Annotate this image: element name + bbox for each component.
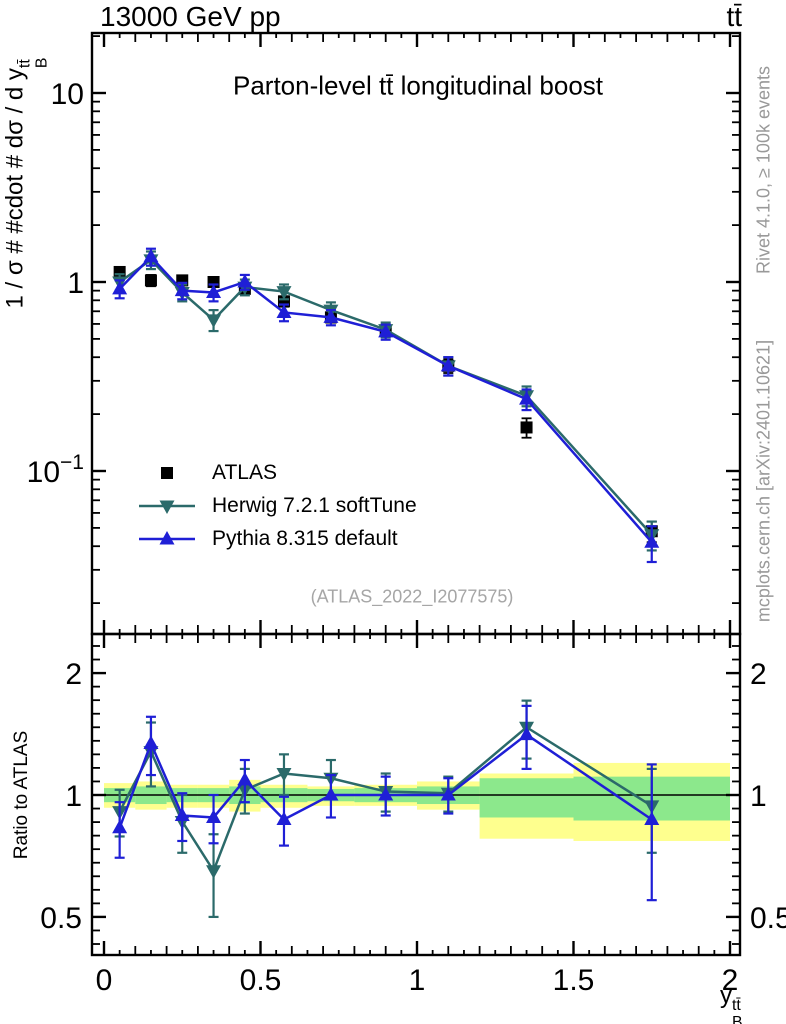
triangle-up-marker [174, 282, 190, 297]
x-tick-label: 0.5 [240, 964, 282, 997]
y-axis-label-sup: tt̄ [16, 59, 34, 69]
legend-symbol [139, 500, 195, 514]
legend-label-herwig: Herwig 7.2.1 softTune [212, 493, 417, 517]
x-tick-label: 1 [409, 964, 426, 997]
triangle-up-marker [143, 248, 159, 263]
mcplots-credit-label: mcplots.cern.ch [arXiv:2401.10621] [753, 339, 774, 623]
series-pythia-8-315-default-main [112, 247, 660, 564]
beam-energy-label: 13000 GeV pp [100, 1, 281, 32]
triangle-down-marker [206, 314, 222, 328]
triangle-up-marker [206, 284, 222, 298]
triangle-up-marker [112, 819, 128, 834]
x-tick-label: 2 [722, 964, 739, 997]
analysis-id-watermark: (ATLAS_2022_I2077575) [310, 586, 514, 607]
x-axis-label-sup: tt̄ [732, 997, 741, 1015]
triangle-up-marker [174, 807, 190, 821]
ratio-tick-label-right: 1 [750, 780, 767, 813]
triangle-up-marker [323, 787, 339, 801]
x-tick-label: 0 [96, 964, 113, 997]
triangle-up-marker [644, 534, 660, 548]
triangle-down-marker [276, 768, 292, 782]
y-tick-label: 10 [51, 78, 84, 111]
triangle-up-marker [112, 280, 128, 295]
axis-ticks [92, 33, 740, 955]
ratio-tick-label-left: 0.5 [40, 902, 82, 935]
ratio-tick-label-right: 0.5 [750, 902, 786, 935]
triangle-down-marker [276, 286, 292, 300]
ratio-tick-label-left: 2 [65, 658, 82, 691]
x-tick-label: 1.5 [553, 964, 595, 997]
triangle-up-marker [276, 811, 292, 825]
x-axis-label-sub: B [732, 1013, 743, 1024]
triangle-up-marker [323, 309, 339, 323]
square-marker [144, 274, 157, 287]
legend-symbol-group [139, 530, 195, 544]
ratio-tick-label-left: 1 [65, 780, 82, 813]
y-tick-label: 10−1 [27, 451, 84, 489]
triangle-up-marker [440, 787, 456, 801]
ratio-tick-label-right: 2 [750, 658, 767, 691]
atlas-square-icon [138, 461, 196, 485]
rivet-version-label: Rivet 4.1.0, ≥ 100k events [753, 66, 774, 274]
herwig-triangle-down-icon [138, 494, 196, 518]
legend-item-pythia: Pythia 8.315 default [138, 522, 417, 555]
triangle-up-marker [237, 274, 253, 288]
legend-symbol-group [139, 500, 195, 514]
triangle-up-marker [378, 323, 394, 338]
triangle-up-marker [143, 735, 159, 750]
triangle-up-marker [237, 771, 253, 786]
legend-symbol-group [161, 466, 173, 479]
legend-label-atlas: ATLAS [212, 460, 277, 484]
square-marker [520, 421, 533, 434]
triangle-up-marker [440, 357, 456, 372]
triangle-up-marker [206, 809, 222, 823]
legend-symbol [139, 530, 195, 544]
triangle-down-marker [159, 500, 175, 514]
green-band [479, 778, 574, 818]
y-axis-label-text: 1 / σ # #cdot # dσ / d y [1, 68, 29, 309]
legend-item-herwig: Herwig 7.2.1 softTune [138, 489, 417, 522]
y-axis-label: 1 / σ # #cdot # dσ / d y tt̄ B [1, 58, 50, 309]
legend-symbol [161, 466, 173, 479]
y-axis-label-supsub: tt̄ B [16, 57, 51, 69]
triangle-up-marker [519, 391, 535, 405]
triangle-up-marker [519, 726, 535, 741]
triangle-up-marker [276, 304, 292, 318]
series-pythia-8-315-default-ratio [112, 704, 660, 902]
x-axis-label: y tt̄ B [720, 982, 743, 1024]
ratio-uncertainty-bands [104, 762, 730, 841]
triangle-up-marker [159, 530, 175, 544]
legend-label-pythia: Pythia 8.315 default [212, 526, 398, 550]
ratio-axis-label: Ratio to ATLAS [11, 730, 32, 860]
triangle-up-marker [644, 811, 660, 825]
process-label: tt̄ [726, 1, 742, 32]
square-marker [161, 466, 173, 479]
legend-item-atlas: ATLAS [138, 456, 417, 489]
plot-title: Parton-level tt̄ longitudinal boost [232, 70, 604, 101]
pythia-triangle-up-icon [138, 527, 196, 551]
y-tick-label: 1 [67, 267, 84, 300]
triangle-down-marker [206, 865, 222, 879]
x-axis-label-base: y [720, 982, 732, 1009]
x-axis-label-supsub: tt̄ B [732, 997, 743, 1024]
legend: ATLAS Herwig 7.2.1 softTune Pythia 8.315… [138, 456, 417, 555]
y-axis-label-sub: B [33, 57, 51, 69]
triangle-up-marker [378, 787, 394, 801]
